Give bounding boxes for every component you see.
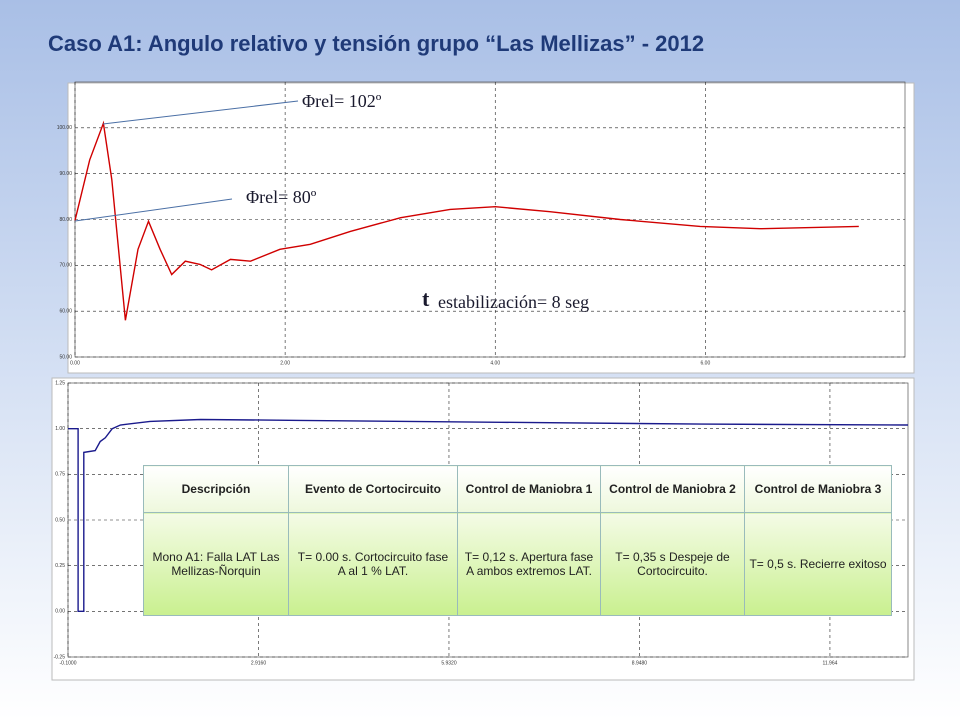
x-tick-label: 8.9480: [632, 660, 648, 666]
connector: [102, 100, 299, 125]
table-header: Descripción Evento de Cortocircuito Cont…: [143, 465, 892, 513]
table-cell: Mono A1: Falla LAT Las Mellizas-Ñorquin: [143, 512, 289, 616]
annotation: estabilización= 8 seg: [438, 292, 589, 312]
y-tick-label: 0.25: [55, 563, 65, 569]
x-tick-label: 5.9320: [441, 660, 457, 666]
header-cell: Control de Maniobra 3: [744, 465, 892, 513]
table-cell: T= 0.00 s. Cortocircuito fase A al 1 % L…: [288, 512, 458, 616]
x-tick-label: 0.00: [70, 360, 80, 366]
header-cell: Evento de Cortocircuito: [288, 465, 458, 513]
x-tick-label: -0.1000: [60, 660, 77, 666]
slide-title: Caso A1: Angulo relativo y tensión grupo…: [48, 31, 704, 56]
table-cell: T= 0,35 s Despeje de Cortocircuito.: [600, 512, 745, 616]
event-table: Descripción Evento de Cortocircuito Cont…: [143, 465, 892, 616]
x-tick-label: 4.00: [490, 360, 500, 366]
header-cell: Control de Maniobra 1: [457, 465, 601, 513]
data-line: [74, 120, 859, 321]
x-tick-label: 2.9160: [251, 660, 267, 666]
connector: [74, 198, 233, 222]
header-cell: Control de Maniobra 2: [600, 465, 745, 513]
annotation: Φrel= 102º: [302, 91, 382, 111]
table-row: Mono A1: Falla LAT Las Mellizas-Ñorquin …: [143, 512, 892, 616]
y-tick-label: 70.00: [59, 263, 72, 269]
x-tick-label: 2.00: [280, 360, 290, 366]
y-tick-label: 50.00: [59, 354, 72, 360]
table-cell: T= 0,12 s. Apertura fase A ambos extremo…: [457, 512, 601, 616]
y-tick-label: 0.75: [55, 472, 65, 478]
annotation: t: [422, 286, 430, 311]
table-cell: T= 0,5 s. Recierre exitoso: [744, 512, 892, 616]
y-tick-label: 0.00: [55, 609, 65, 615]
y-tick-label: 80.00: [59, 217, 72, 223]
data-line: [68, 418, 909, 612]
y-tick-label: 90.00: [59, 171, 72, 177]
y-tick-label: 1.25: [55, 380, 65, 386]
header-cell: Descripción: [143, 465, 289, 513]
y-tick-label: -0.25: [54, 654, 66, 660]
x-tick-label: 11.964: [822, 660, 837, 666]
y-tick-label: 0.50: [55, 517, 65, 523]
y-tick-label: 100.00: [57, 125, 73, 131]
annotation: Φrel= 80º: [246, 187, 317, 207]
y-tick-label: 60.00: [59, 308, 72, 314]
x-tick-label: 6.00: [701, 360, 711, 366]
y-tick-label: 1.00: [55, 426, 65, 432]
